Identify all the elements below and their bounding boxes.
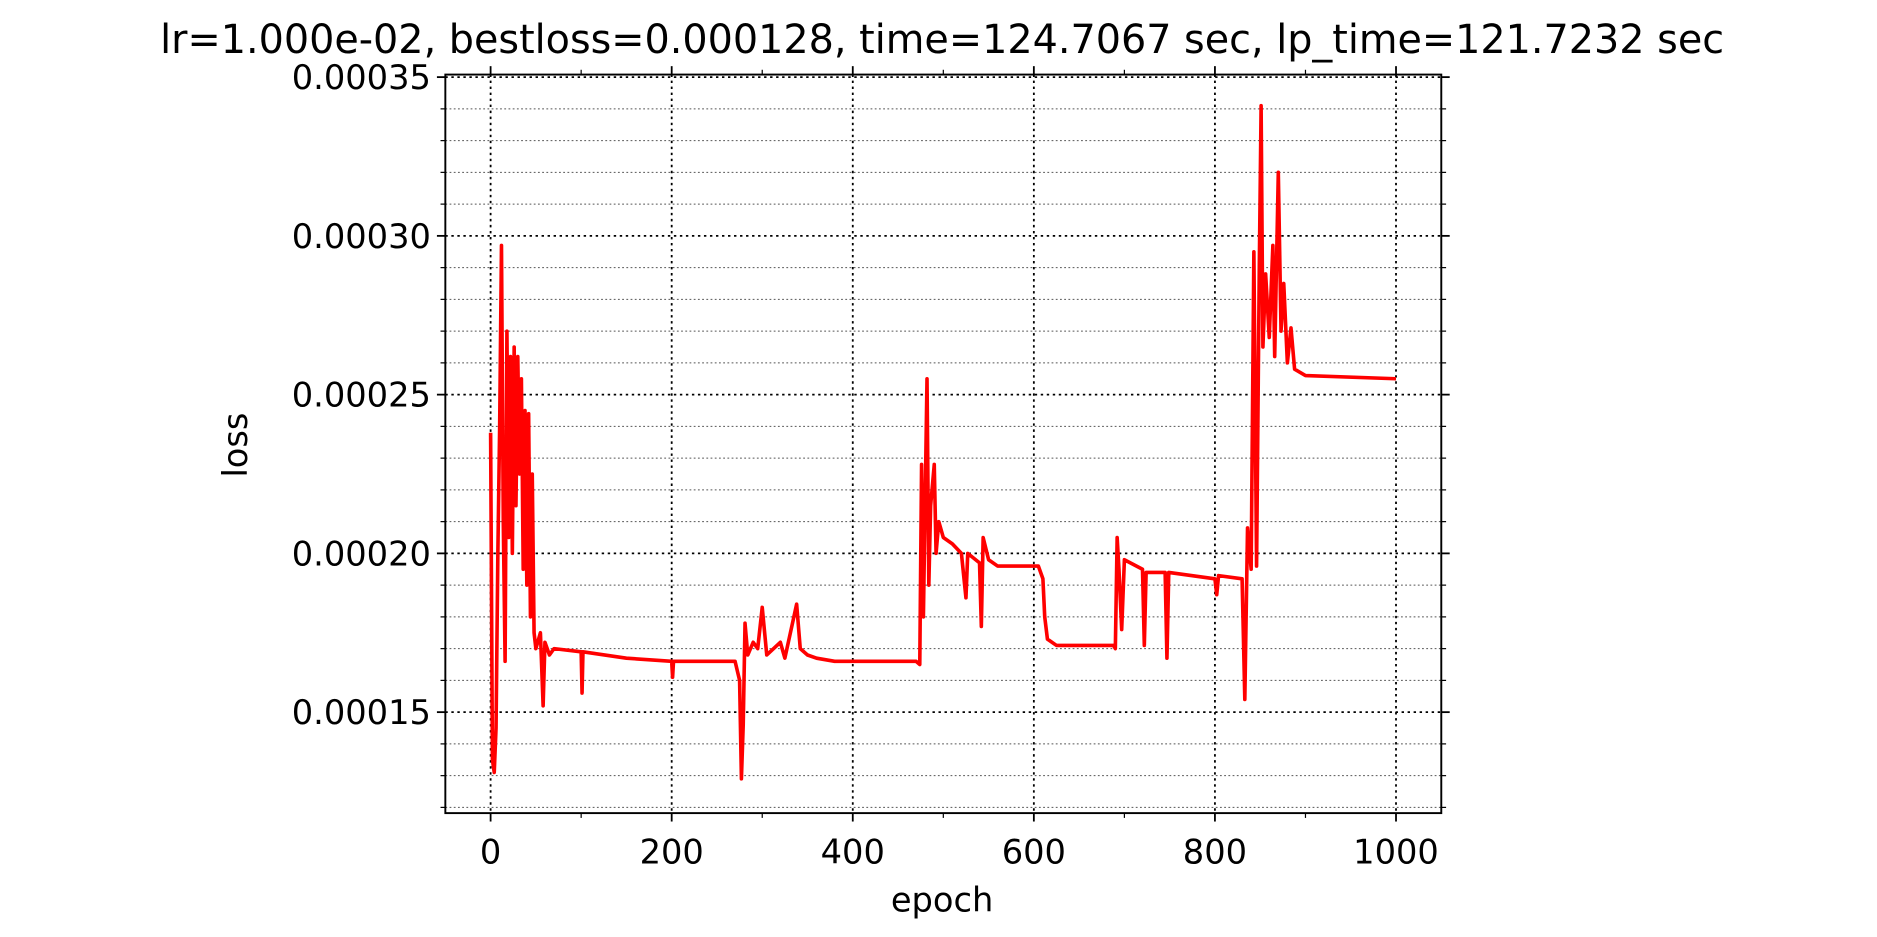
y-tick-label: 0.00020 — [292, 534, 431, 573]
y-tick-label: 0.00015 — [292, 693, 431, 732]
x-tick-label: 0 — [480, 833, 501, 872]
x-tick-label: 1000 — [1353, 833, 1439, 872]
x-tick-label: 200 — [640, 833, 704, 872]
axes-frame — [444, 73, 1443, 815]
chart-title: lr=1.000e-02, bestloss=0.000128, time=12… — [160, 17, 1724, 63]
x-tick-label: 600 — [1002, 833, 1066, 872]
x-tick-label: 800 — [1183, 833, 1247, 872]
x-axis-label: epoch — [891, 881, 994, 920]
plot-area — [488, 103, 1397, 781]
grid — [445, 74, 1442, 814]
y-tick-label: 0.00025 — [292, 376, 431, 415]
x-tick-label: 400 — [821, 833, 885, 872]
y-tick-label: 0.00030 — [292, 217, 431, 256]
y-axis-label: loss — [216, 413, 255, 478]
y-tick-label: 0.00035 — [292, 58, 431, 97]
ticks: 0.00015 0.00020 0.00025 0.00030 0.00035 0 200 4… — [292, 58, 1450, 872]
line-series — [488, 103, 1397, 781]
